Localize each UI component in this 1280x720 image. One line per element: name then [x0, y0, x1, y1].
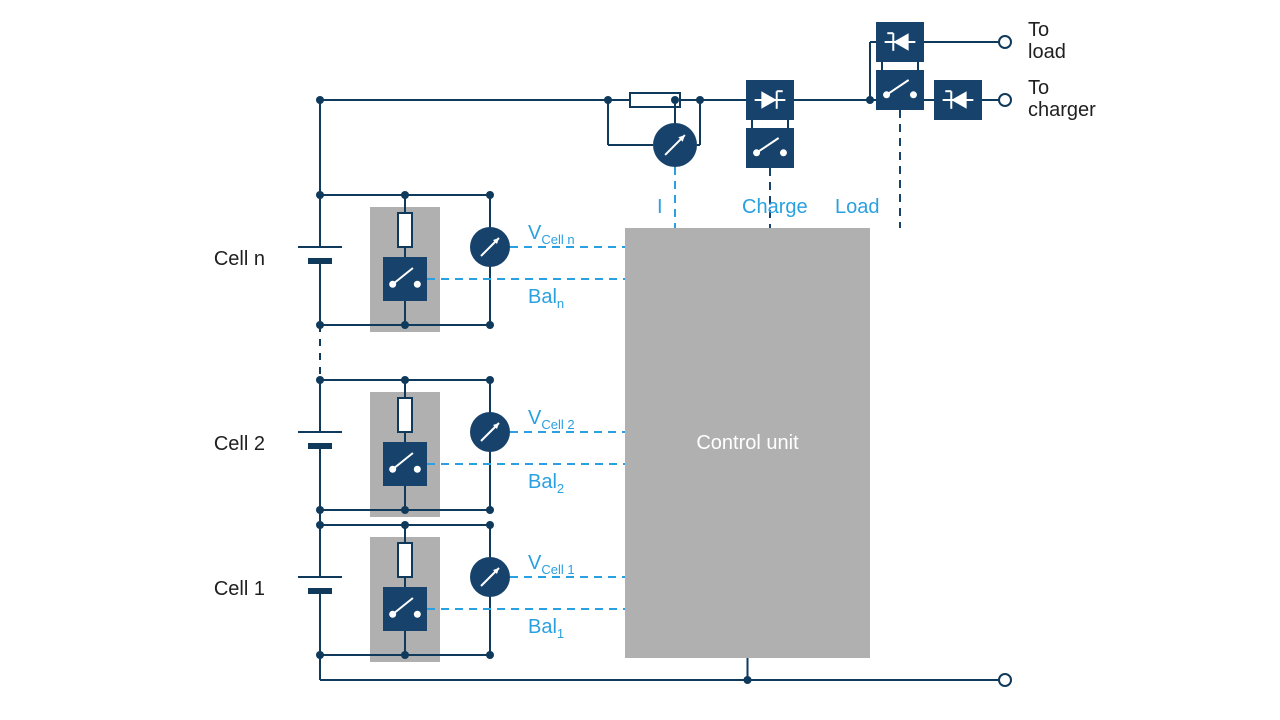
svg-text:Charge: Charge: [742, 196, 808, 218]
svg-text:I: I: [657, 196, 663, 218]
svg-text:Cell 1: Cell 1: [214, 578, 265, 600]
diode-icon: [934, 80, 982, 120]
switch-icon: [746, 128, 794, 168]
svg-text:Cell n: Cell n: [214, 248, 265, 270]
svg-text:To: To: [1028, 77, 1049, 99]
switch-icon: [383, 587, 427, 631]
meter-icon: [470, 557, 510, 597]
svg-text:charger: charger: [1028, 99, 1096, 121]
v-label: VCell n: [528, 222, 575, 247]
diode-icon: [876, 22, 924, 62]
bal-label: Bal2: [528, 471, 564, 496]
switch-icon: [383, 257, 427, 301]
bms-circuit-diagram: Control unit Cell n VCell n Baln Cell 2 VCell…: [0, 0, 1280, 720]
meter-icon: [653, 123, 697, 167]
meter-icon: [470, 227, 510, 267]
svg-text:Control unit: Control unit: [696, 432, 799, 454]
svg-text:Load: Load: [835, 196, 880, 218]
svg-text:To: To: [1028, 19, 1049, 41]
bal-label: Baln: [528, 286, 564, 311]
diode-icon: [746, 80, 794, 120]
meter-icon: [470, 412, 510, 452]
switch-icon: [876, 70, 924, 110]
v-label: VCell 2: [528, 407, 575, 432]
bal-label: Bal1: [528, 616, 564, 641]
svg-text:load: load: [1028, 41, 1066, 63]
switch-icon: [383, 442, 427, 486]
v-label: VCell 1: [528, 552, 575, 577]
svg-text:Cell 2: Cell 2: [214, 433, 265, 455]
